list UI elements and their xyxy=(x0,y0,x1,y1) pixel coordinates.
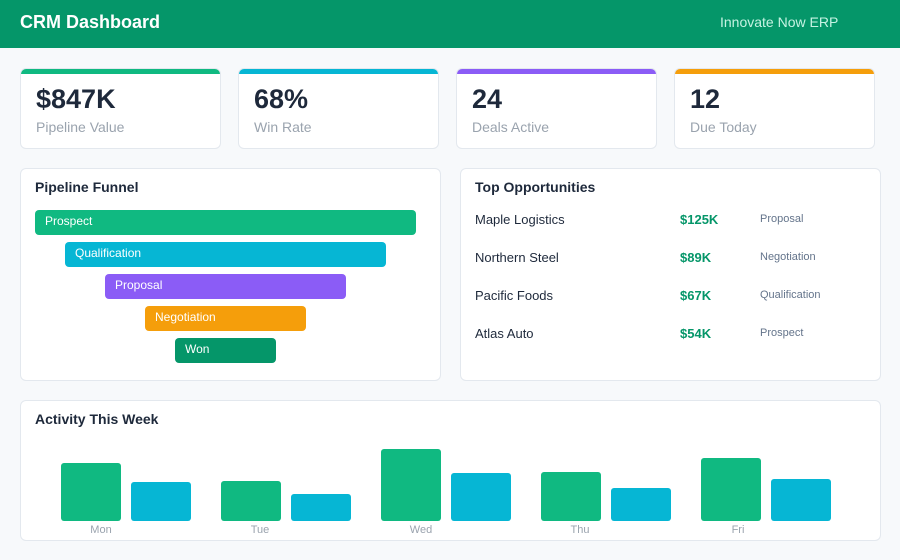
opportunity-name: Atlas Auto xyxy=(475,326,534,341)
kpi-card-win-rate[interactable]: 68% Win Rate xyxy=(238,68,439,149)
kpi-label: Due Today xyxy=(690,119,757,135)
day-label-fri: Fri xyxy=(731,524,745,536)
activity-card: Activity This Week Mon Tue Wed Thu Fri xyxy=(20,400,881,541)
activity-bar-thu-2[interactable] xyxy=(611,488,671,521)
opportunity-amount: $125K xyxy=(680,212,719,227)
activity-bar-tue-1[interactable] xyxy=(221,481,281,521)
kpi-value: $847K xyxy=(36,84,116,114)
kpi-accent-bar xyxy=(457,69,656,74)
kpi-card-pipeline-value[interactable]: $847K Pipeline Value xyxy=(20,68,221,149)
list-item[interactable]: Atlas Auto $54K Prospect xyxy=(475,326,875,346)
opportunity-amount: $67K xyxy=(680,288,712,303)
app-header: CRM Dashboard Innovate Now ERP xyxy=(0,0,900,48)
list-item[interactable]: Maple Logistics $125K Proposal xyxy=(475,212,875,232)
day-label-thu: Thu xyxy=(570,524,590,536)
kpi-card-due-today[interactable]: 12 Due Today xyxy=(674,68,875,149)
app-title: CRM Dashboard xyxy=(20,12,161,32)
funnel-stage-won[interactable]: Won xyxy=(175,338,276,363)
card-title: Pipeline Funnel xyxy=(35,179,139,195)
opportunity-amount: $89K xyxy=(680,250,712,265)
kpi-value: 24 xyxy=(472,84,503,114)
kpi-label: Deals Active xyxy=(472,119,550,135)
activity-bar-fri-1[interactable] xyxy=(701,458,761,521)
kpi-value: 12 xyxy=(690,84,721,114)
activity-bar-tue-2[interactable] xyxy=(291,494,351,521)
kpi-accent-bar xyxy=(21,69,220,74)
day-label-tue: Tue xyxy=(250,524,270,536)
kpi-label: Pipeline Value xyxy=(36,119,125,135)
pipeline-funnel-card: Pipeline Funnel Prospect Qualification P… xyxy=(20,168,441,381)
kpi-accent-bar xyxy=(239,69,438,74)
activity-bar-wed-1[interactable] xyxy=(381,449,441,521)
opportunity-stage: Negotiation xyxy=(760,251,816,263)
kpi-accent-bar xyxy=(675,69,874,74)
opportunity-name: Northern Steel xyxy=(475,250,559,265)
opportunity-amount: $54K xyxy=(680,326,712,341)
activity-bar-wed-2[interactable] xyxy=(451,473,511,521)
opportunity-stage: Proposal xyxy=(760,213,804,225)
list-item[interactable]: Northern Steel $89K Negotiation xyxy=(475,250,875,270)
list-item[interactable]: Pacific Foods $67K Qualification xyxy=(475,288,875,308)
opportunity-name: Pacific Foods xyxy=(475,288,554,303)
kpi-label: Win Rate xyxy=(254,119,312,135)
opportunity-stage: Qualification xyxy=(760,289,821,301)
funnel-stage-prospect[interactable]: Prospect xyxy=(35,210,416,235)
activity-bar-thu-1[interactable] xyxy=(541,472,601,521)
opportunity-name: Maple Logistics xyxy=(475,212,565,227)
funnel-stage-qualification[interactable]: Qualification xyxy=(65,242,386,267)
kpi-card-deals-active[interactable]: 24 Deals Active xyxy=(456,68,657,149)
opportunity-stage: Prospect xyxy=(760,327,804,339)
day-label-mon: Mon xyxy=(90,524,112,536)
funnel-stage-proposal[interactable]: Proposal xyxy=(105,274,346,299)
activity-bar-mon-1[interactable] xyxy=(61,463,121,521)
top-opportunities-card: Top Opportunities Maple Logistics $125K … xyxy=(460,168,881,381)
funnel-stage-negotiation[interactable]: Negotiation xyxy=(145,306,306,331)
card-title: Activity This Week xyxy=(35,411,159,427)
kpi-value: 68% xyxy=(254,84,309,114)
activity-bar-fri-2[interactable] xyxy=(771,479,831,521)
day-label-wed: Wed xyxy=(409,524,433,536)
activity-bar-mon-2[interactable] xyxy=(131,482,191,521)
card-title: Top Opportunities xyxy=(475,179,596,195)
org-name[interactable]: Innovate Now ERP xyxy=(720,14,839,30)
